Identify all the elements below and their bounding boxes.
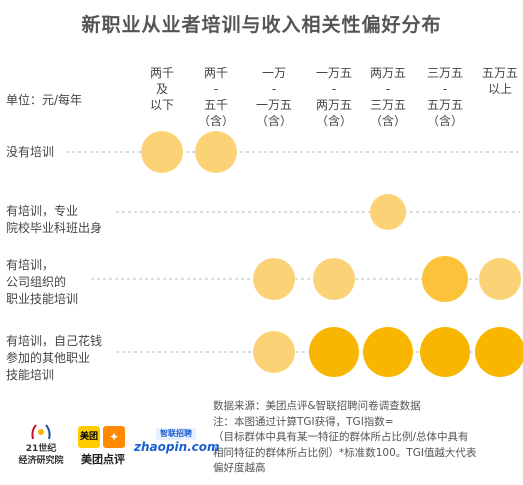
- column-header-1-line-1: -: [214, 82, 218, 96]
- column-header-2-line-1: -: [272, 82, 276, 96]
- row-label-1-line-0: 有培训，专业: [6, 203, 78, 218]
- chart-title: 新职业从业者培训与收入相关性偏好分布: [81, 14, 442, 36]
- bubble-row-3-col-3: [309, 327, 359, 377]
- tgi-note-line-3: 相同特征的群体所占比例）*标准数100。TGI值越大代表: [213, 446, 477, 459]
- row-label-3-line-0: 有培训，自己花钱: [6, 333, 102, 348]
- column-header-4-line-3: （含）: [370, 113, 406, 128]
- row-guide-lines: [66, 151, 520, 353]
- column-header-5-line-2: 五万五: [427, 98, 463, 112]
- column-header-1-line-3: （含）: [198, 113, 234, 128]
- bubble-row-0-col-1: [195, 131, 237, 173]
- row-label-3-line-2: 技能培训: [6, 367, 54, 382]
- row-label-1-line-1: 院校毕业科班出身: [6, 220, 102, 235]
- dianping-icon: ✦: [103, 426, 125, 448]
- column-header-3-line-1: -: [332, 82, 336, 96]
- column-header-4-line-1: -: [386, 82, 390, 96]
- row-label-2-line-2: 职业技能培训: [6, 291, 78, 306]
- bubble-row-2-col-5: [422, 256, 468, 302]
- zhaopin-word: zhaopin.com: [134, 440, 220, 454]
- bubble-row-2-col-3: [313, 258, 355, 300]
- column-header-1-line-2: 五千: [204, 98, 228, 112]
- row-label-2-line-0: 有培训，: [6, 257, 54, 272]
- bubble-row-2-col-6: [479, 258, 521, 300]
- 21cn-institute-logo: 21世纪 经济研究院: [12, 423, 70, 473]
- tgi-note-line-1: 注：本图通过计算TGI获得，TGI指数=: [213, 415, 394, 428]
- column-header-4-line-0: 两万五: [370, 66, 406, 80]
- zhaopin-logo: 智联招聘 zhaopin.com: [134, 428, 220, 468]
- row-label-2-line-1: 公司组织的: [6, 274, 66, 289]
- column-header-3-line-0: 一万五: [316, 66, 352, 80]
- bubble-row-3-col-4: [363, 327, 413, 377]
- column-header-5-line-1: -: [443, 82, 447, 96]
- notes-block: 数据来源：美团点评&智联招聘问卷调查数据 注：本图通过计算TGI获得，TGI指数…: [213, 399, 518, 477]
- column-header-2-line-3: （含）: [256, 113, 292, 128]
- bubble-row-3-col-6: [475, 327, 523, 377]
- column-header-0-line-1: 及: [156, 82, 168, 96]
- column-headers: 两千及以下两千-五千（含）一万-一万五（含）一万五-两万五（含）两万五-三万五（…: [150, 66, 518, 128]
- column-header-6-line-0: 五万五: [482, 66, 518, 80]
- source-note: 数据来源：美团点评&智联招聘问卷调查数据: [213, 400, 421, 412]
- bubble-row-3-col-2: [253, 331, 295, 373]
- column-header-2-line-0: 一万: [262, 66, 286, 80]
- column-header-4-line-2: 三万五: [370, 98, 406, 112]
- column-header-6-line-1: 以上: [488, 82, 512, 96]
- meituan-dianping-logo: 美团 ✦ 美团点评: [76, 426, 128, 472]
- unit-label: 单位：元/每年: [6, 92, 82, 107]
- column-header-5-line-3: （含）: [427, 113, 463, 128]
- meituan-name: 美团点评: [81, 453, 125, 466]
- bubble-row-0-col-0: [141, 131, 183, 173]
- logo21-line2: 经济研究院: [18, 456, 64, 466]
- tgi-note-line-4: 偏好度越高: [213, 462, 266, 474]
- column-header-1-line-0: 两千: [204, 66, 228, 80]
- logo21-line1: 21世纪: [25, 444, 57, 454]
- column-header-5-line-0: 三万五: [427, 66, 463, 80]
- tgi-note-line-2: （目标群体中具有某一特征的群体所占比例/总体中具有: [213, 431, 469, 443]
- column-header-0-line-0: 两千: [150, 66, 174, 80]
- column-header-0-line-2: 以下: [150, 98, 174, 112]
- row-label-3-line-1: 参加的其他职业: [6, 350, 90, 365]
- zhaopin-top: 智联招聘: [156, 428, 196, 440]
- bubbles: [141, 131, 523, 377]
- bubble-row-2-col-2: [253, 258, 295, 300]
- meituan-box: 美团: [78, 426, 100, 448]
- column-header-3-line-2: 两万五: [316, 98, 352, 112]
- laurel-emblem-icon: [31, 424, 51, 440]
- column-header-3-line-3: （含）: [316, 113, 352, 128]
- row-label-0-line-0: 没有培训: [6, 144, 54, 159]
- bubble-row-1-col-4: [370, 194, 406, 230]
- column-header-2-line-2: 一万五: [256, 98, 292, 112]
- bubble-row-3-col-5: [420, 327, 470, 377]
